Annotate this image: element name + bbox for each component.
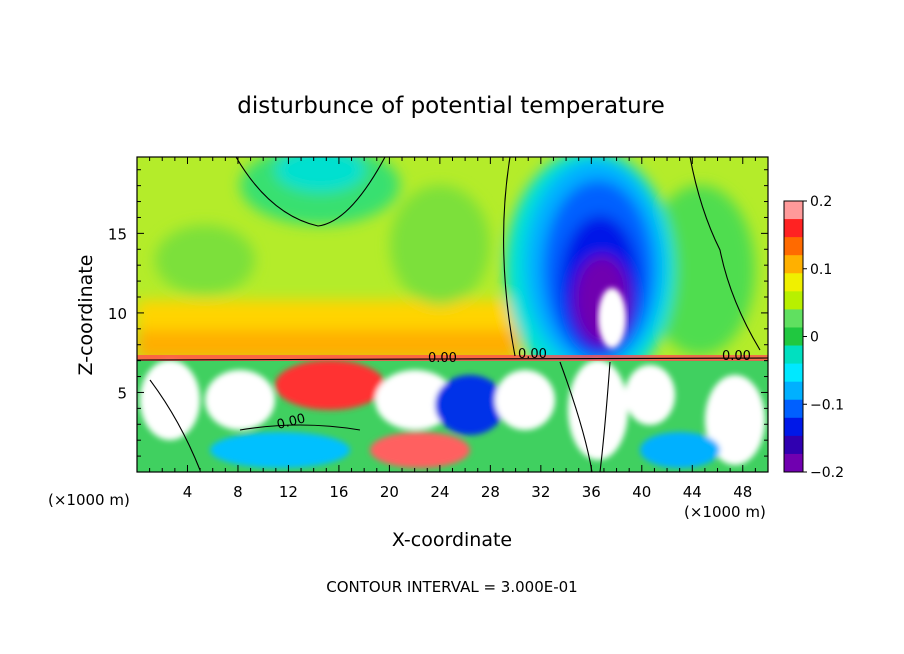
x-axis-label: X-coordinate bbox=[392, 529, 512, 551]
y-tick-label: 5 bbox=[117, 384, 127, 402]
colorbar-swatch bbox=[784, 309, 803, 328]
contour-interval-note: CONTOUR INTERVAL = 3.000E-01 bbox=[326, 578, 577, 596]
x-tick-label: 44 bbox=[683, 483, 702, 501]
colorbar-tick-label: 0.2 bbox=[810, 194, 832, 210]
colorbar-swatch bbox=[784, 201, 803, 220]
y-tick-label: 15 bbox=[108, 225, 127, 243]
colorbar-swatch bbox=[784, 453, 803, 473]
x-unit-left: (×1000 m) bbox=[48, 491, 130, 509]
x-axis: 4 8 12 16 20 24 28 32 36 40 44 48 bbox=[149, 157, 756, 501]
x-tick-label: 48 bbox=[733, 483, 752, 501]
colorbar-swatch bbox=[784, 435, 803, 455]
x-unit-right: (×1000 m) bbox=[684, 503, 766, 521]
x-tick-label: 20 bbox=[380, 483, 399, 501]
colorbar-swatch bbox=[784, 381, 803, 401]
x-tick-label: 24 bbox=[430, 483, 449, 501]
colorbar-swatch bbox=[784, 237, 803, 256]
colorbar-swatch bbox=[784, 291, 803, 310]
colorbar-tick-label: −0.2 bbox=[810, 465, 844, 481]
colorbar-swatch bbox=[784, 255, 803, 274]
x-tick-label: 12 bbox=[279, 483, 298, 501]
colorbar-swatch bbox=[784, 273, 803, 292]
heatmap-field bbox=[137, 157, 768, 472]
colorbar-tick-label: 0.1 bbox=[810, 262, 832, 278]
contour-label: 0.00 bbox=[275, 411, 307, 433]
y-axis-label: Z-coordinate bbox=[75, 255, 97, 376]
contour-label: 0.00 bbox=[518, 347, 547, 362]
colorbar: 0.2 0.1 0 −0.1 −0.2 bbox=[783, 194, 844, 481]
x-tick-label: 28 bbox=[481, 483, 500, 501]
colorbar-tick-label: 0 bbox=[810, 330, 819, 346]
y-tick-label: 10 bbox=[108, 305, 127, 323]
colorbar-swatch bbox=[784, 399, 803, 419]
chart-title: disturbunce of potential temperature bbox=[237, 93, 665, 119]
x-tick-label: 16 bbox=[329, 483, 348, 501]
x-tick-label: 4 bbox=[183, 483, 193, 501]
contour-label: 0.00 bbox=[722, 349, 751, 364]
x-tick-label: 8 bbox=[233, 483, 243, 501]
colorbar-swatch bbox=[784, 219, 803, 238]
colorbar-swatch bbox=[784, 417, 803, 437]
x-tick-label: 32 bbox=[531, 483, 550, 501]
contour-label: 0.00 bbox=[428, 351, 457, 366]
colorbar-swatch bbox=[784, 363, 803, 383]
colorbar-swatch bbox=[784, 345, 803, 365]
contour-labels: 0.00 0.00 0.00 0.00 bbox=[275, 347, 751, 433]
colorbar-tick-label: −0.1 bbox=[810, 397, 844, 413]
x-tick-label: 40 bbox=[632, 483, 651, 501]
x-tick-label: 36 bbox=[582, 483, 601, 501]
y-axis: 5 10 15 bbox=[108, 169, 768, 457]
colorbar-swatch bbox=[784, 327, 803, 347]
